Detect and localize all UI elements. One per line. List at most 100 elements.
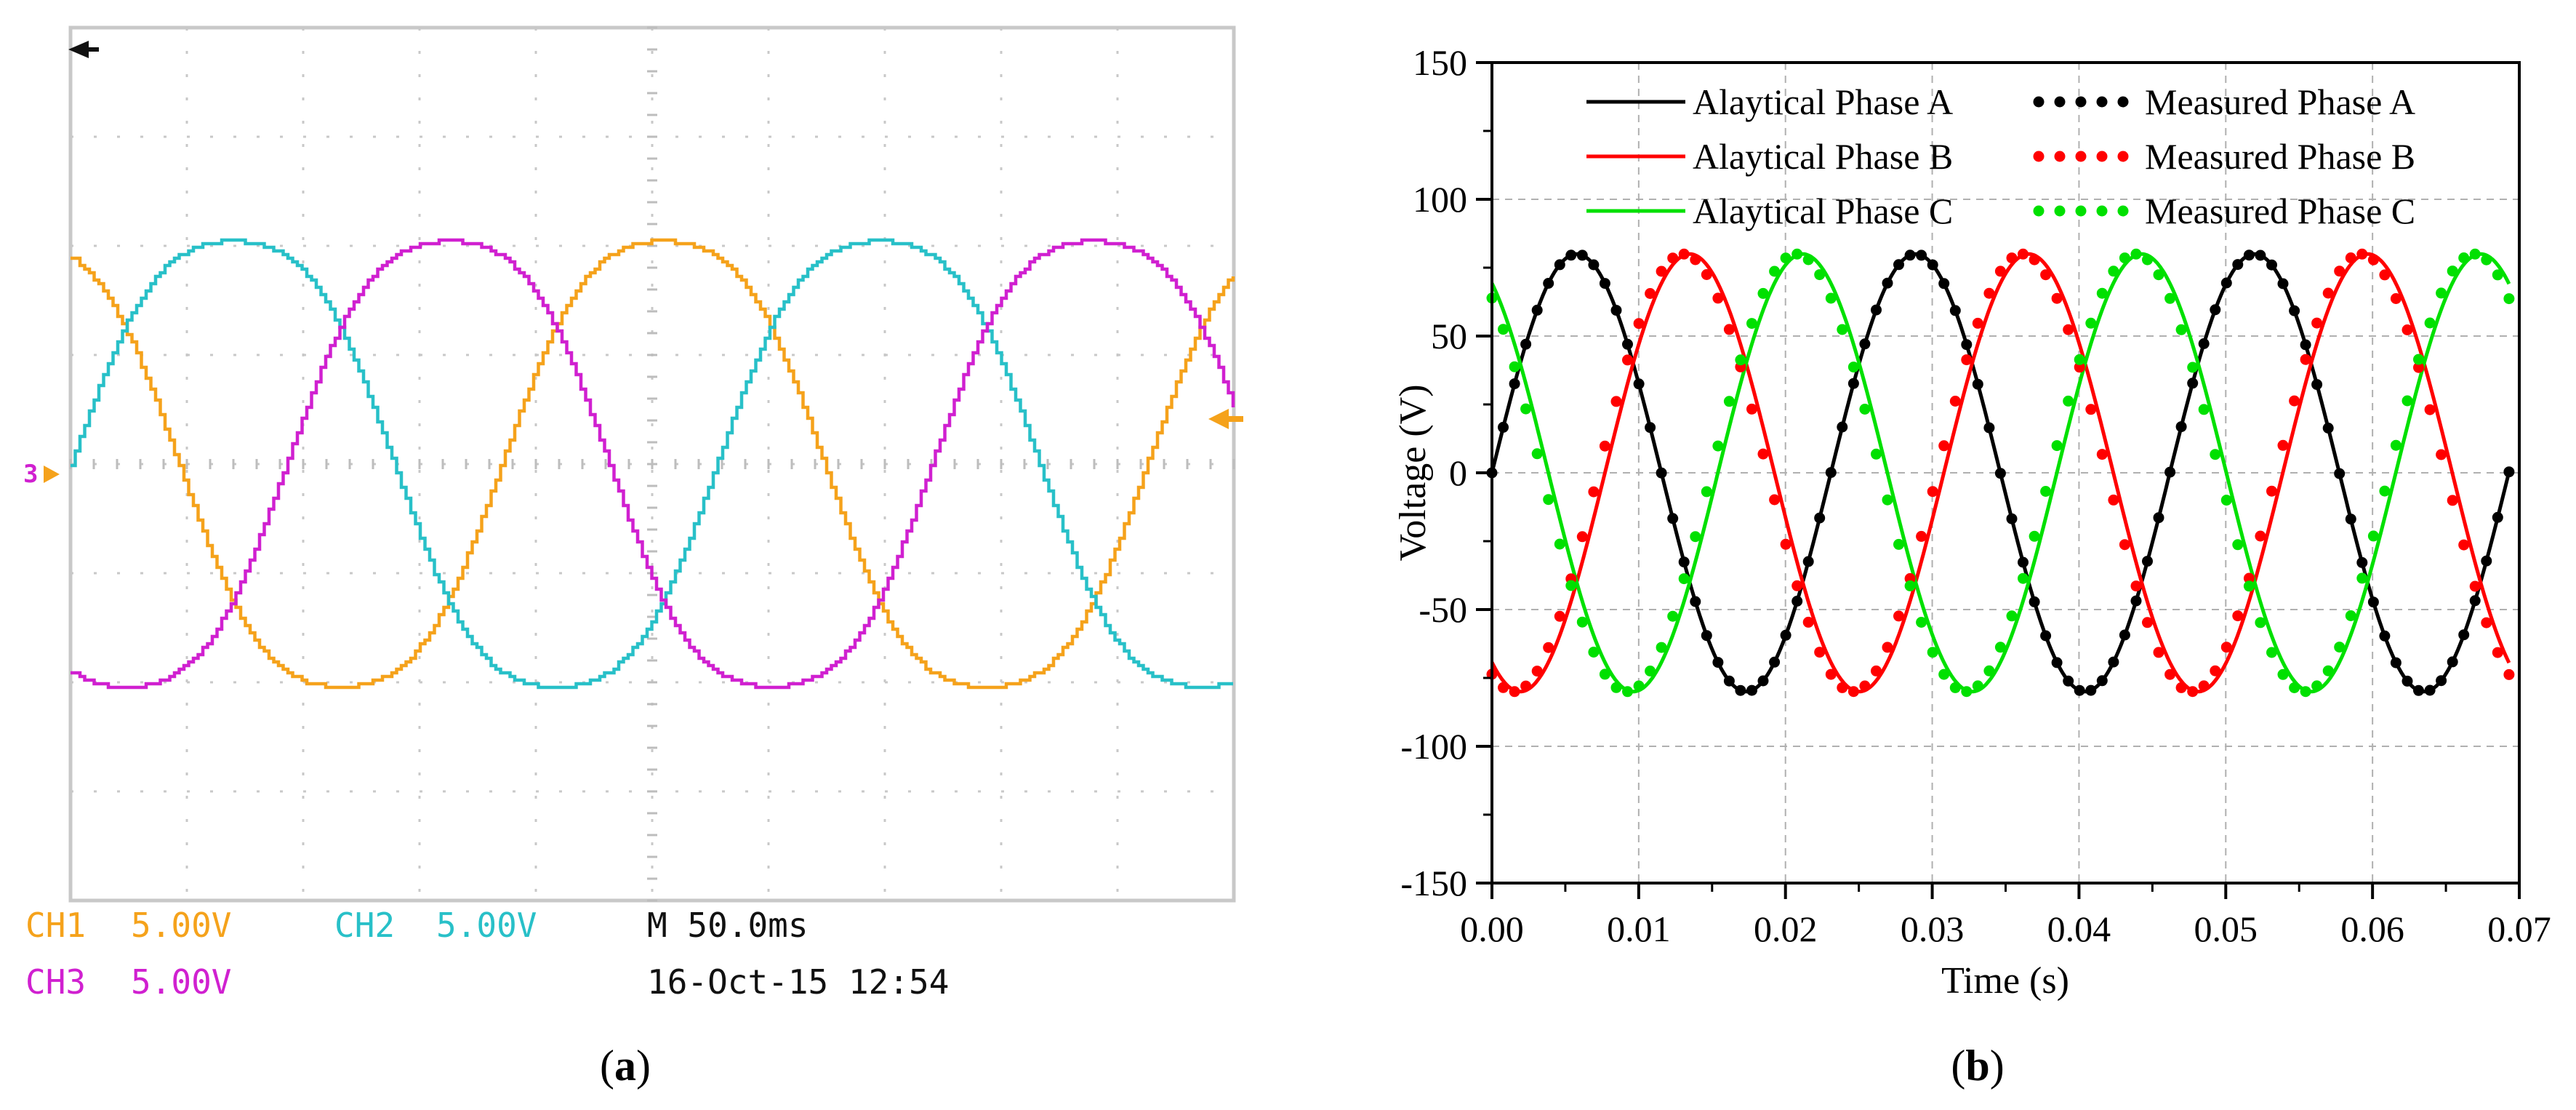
data-point [2142,254,2153,265]
series-dots-measured-phase-c [1486,248,2515,698]
data-point [1791,248,1803,260]
legend-label: Measured Phase A [2145,81,2415,122]
data-point [1983,287,1995,299]
data-point [1588,647,1600,658]
data-point [1656,265,1667,277]
data-point [1757,675,1769,687]
data-point [2424,684,2436,696]
data-point [1712,440,1724,452]
legend-dot-swatch [2054,151,2066,162]
data-point [1633,680,1645,692]
data-point [2458,252,2470,263]
data-point [2481,617,2492,628]
y-axis-label: Voltage (V) [1392,384,1434,561]
data-point [2266,485,2277,497]
x-tick-label: 0.04 [2047,909,2111,949]
data-point [2379,630,2391,642]
data-point [1802,556,1814,567]
data-point [1871,304,1882,316]
data-point [1712,657,1724,668]
data-point [2119,252,2130,264]
data-point [1994,642,2006,653]
series-line-alaytical-phase-c [1490,252,2511,694]
data-point [1938,278,1950,290]
data-point [2243,249,2255,261]
data-point [2367,596,2379,608]
data-point [2334,265,2346,277]
data-point [2413,362,2424,373]
data-point [1994,468,2006,479]
data-point [1961,686,1973,698]
data-point [2402,675,2413,687]
data-point [2063,675,2074,687]
data-point [2447,495,2458,506]
data-point [1509,361,1520,372]
data-point [1871,448,1882,460]
ch3-scale: 5.00V [131,962,231,1002]
data-point [1791,596,1803,607]
data-point [1859,404,1871,415]
data-point [1769,656,1781,668]
data-point [1780,629,1791,641]
data-point [1983,665,1995,676]
data-point [2492,269,2503,281]
y-tick-label: 50 [1431,316,1467,356]
data-point [1837,421,1848,433]
data-point [1531,304,1543,316]
data-point [2255,530,2266,542]
data-point [1633,378,1645,390]
data-point [2096,449,2108,460]
data-point [2153,512,2164,524]
data-point [2029,530,2040,542]
data-point [2063,395,2074,407]
data-point [2255,617,2266,628]
data-point [1916,249,1927,261]
data-point [2096,287,2108,299]
legend-dot-swatch [2117,205,2129,217]
legend-label: Alaytical Phase B [1693,136,1953,177]
data-point [1701,630,1712,642]
data-point [1599,278,1610,290]
data-point [1927,486,1938,498]
y-tick-label: 150 [1413,42,1467,83]
legend-label: Alaytical Phase A [1693,81,1953,122]
data-point [2458,629,2470,641]
legend-dot-swatch [2075,205,2087,217]
data-point [1927,647,1938,658]
data-point [2029,596,2040,607]
x-tick-label: 0.03 [1901,909,1965,949]
data-point [2458,539,2470,551]
data-point [1927,259,1938,271]
data-point [2187,686,2199,698]
data-point [1859,338,1871,350]
legend-label: Alaytical Phase C [1693,191,1953,231]
x-tick-label: 0.05 [2194,909,2258,949]
data-point [1498,421,1509,433]
data-point [1531,666,1543,677]
legend-dot-swatch [2033,151,2045,162]
data-point [1531,448,1543,460]
scope-trace-ch1 [71,238,1235,690]
data-point [2492,511,2503,523]
x-axis-label: Time (s) [1941,960,2069,1002]
data-point [1780,538,1791,550]
data-point [1735,684,1746,696]
data-point [2130,595,2142,607]
data-point [2074,684,2085,696]
data-point [1667,513,1679,524]
data-point [1769,494,1781,506]
data-point [1622,354,1633,366]
data-point [1622,338,1633,350]
data-point [1882,494,1893,506]
data-point [2345,514,2356,525]
y-tick-label: 100 [1413,179,1467,220]
data-point [1645,288,1656,299]
legend-dot-swatch [2075,96,2087,108]
data-point [2481,254,2492,265]
data-point [2142,617,2153,628]
data-point [2436,287,2447,299]
data-point [2051,657,2063,668]
data-point [2300,354,2311,365]
y-tick-label: -100 [1400,726,1467,767]
data-point [1543,494,1554,506]
